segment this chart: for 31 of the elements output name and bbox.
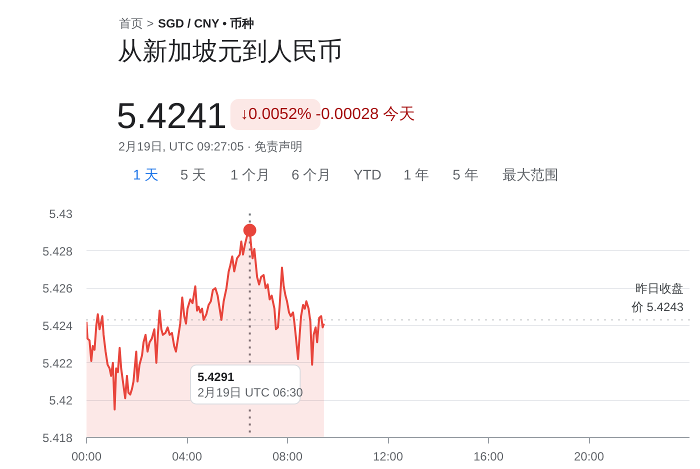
text: 2月19日, UTC 09:27:05 · 免责声明 (118, 140, 302, 154)
text: 5.4241 (116, 95, 227, 136)
text: 5 天 (180, 166, 206, 182)
x-tick-label: 08:00 (272, 450, 303, 464)
text: YTD (354, 166, 382, 182)
x-tick-label: 00:00 (71, 450, 102, 464)
text: 1 年 (404, 166, 430, 182)
y-tick-label: 5.428 (42, 244, 73, 258)
x-tick-label: 16:00 (473, 450, 504, 464)
ref-line-label: 昨日收盘价 5.4243 (630, 282, 684, 314)
y-tick-label: 5.426 (42, 282, 73, 296)
y-tick-label: 5.424 (42, 319, 73, 333)
text: -0.00028 今天 (316, 106, 416, 123)
text: ↓0.0052% (240, 106, 312, 123)
y-tick-label: 5.422 (42, 356, 73, 370)
y-tick-label: 5.42 (49, 394, 73, 408)
chart-title: 从新加坡元到人民币 (118, 38, 343, 66)
text: > (146, 16, 154, 30)
y-tick-label: 5.418 (42, 431, 73, 445)
x-tick-label: 12:00 (372, 450, 404, 464)
y-tick-label: 5.43 (49, 207, 73, 221)
text: 1 天 (133, 166, 159, 182)
text: 最大范围 (502, 166, 559, 182)
text: 6 个月 (292, 166, 332, 182)
text: 5 年 (452, 166, 478, 182)
text: SGD / CNY • 币种 (158, 16, 254, 30)
x-tick-label: 04:00 (172, 450, 202, 464)
text: 首页 (119, 16, 144, 30)
text: 1 个月 (230, 166, 270, 182)
x-tick-label: 20:00 (574, 450, 604, 464)
annotation: 5.4291 2月19日 UTC 06:30 (198, 370, 304, 400)
